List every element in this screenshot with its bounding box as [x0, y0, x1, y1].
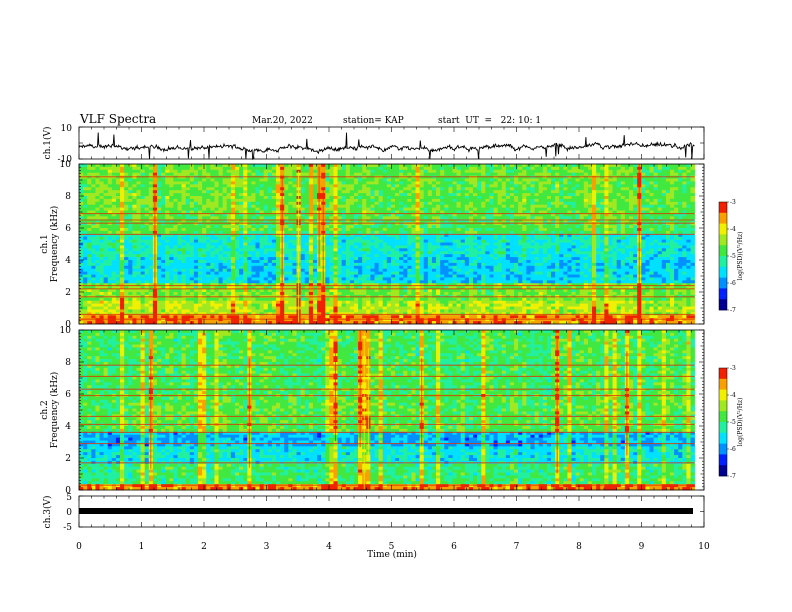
- ch1-ytick-bottom: -10: [58, 155, 73, 165]
- time-tick-label: 10: [698, 542, 710, 552]
- ch1-spec-ylabel-line1: ch.1: [40, 234, 50, 253]
- ch2-spectrogram-panel: 0 2 4 6 8 10 ch.2 Frequency (kHz) -3 -4 -5 -6 -7 l…: [40, 326, 744, 496]
- ch1-spectrogram-image: [79, 164, 695, 325]
- time-axis-label: Time (min): [367, 549, 417, 560]
- ch1-waveform-panel: 10 -10 ch.1(V): [42, 124, 705, 165]
- freq-tick-label: 4: [65, 422, 71, 432]
- ch3-ytick-minus5: -5: [63, 523, 72, 533]
- time-tick-label: 1: [139, 542, 145, 552]
- time-tick-label: 8: [576, 542, 582, 552]
- freq-tick-label: 10: [60, 326, 72, 336]
- colorbar-tick-label: -5: [730, 253, 736, 260]
- time-tick-label: 3: [264, 542, 270, 552]
- colorbar-tick-label: -7: [730, 307, 736, 314]
- ch3-ylabel: ch.3(V): [42, 496, 53, 529]
- ch1-waveform-line: [78, 132, 695, 161]
- ch1-spec-ylabel-line2: Frequency (kHz): [49, 206, 60, 283]
- ch3-waveform-panel: 5 0 -5 ch.3(V) 0 1 2 3 4 5 6 7 8 9 10 Time (min): [42, 493, 710, 560]
- ch1-ytick-top: 10: [61, 124, 73, 134]
- time-tick-label: 0: [76, 542, 82, 552]
- freq-tick-label: 2: [65, 454, 71, 464]
- ch1-ylabel: ch.1(V): [42, 127, 53, 160]
- freq-tick-label: 0: [65, 320, 71, 330]
- ch2-spectrogram-image: [79, 330, 695, 491]
- freq-tick-label: 4: [65, 256, 71, 266]
- colorbar-label: log(PSD)(V²/Hz): [737, 232, 744, 281]
- freq-tick-label: 6: [65, 224, 71, 234]
- time-tick-label: 9: [639, 542, 645, 552]
- time-tick-label: 7: [514, 542, 520, 552]
- freq-tick-label: 2: [65, 288, 71, 298]
- colorbar-tick-label: -3: [730, 199, 736, 206]
- colorbar-tick-label: -4: [730, 226, 736, 233]
- colorbar-tick-label: -7: [730, 473, 736, 480]
- freq-tick-label: 8: [65, 358, 71, 368]
- ch3-ytick-0: 0: [66, 508, 72, 518]
- time-tick-label: 2: [201, 542, 207, 552]
- time-tick-label: 6: [451, 542, 457, 552]
- figure-title: VLF Spectra: [79, 112, 156, 126]
- time-tick-label: 5: [389, 542, 395, 552]
- ch2-colorbar: -3 -4 -5 -6 -7 log(PSD)(V²/Hz): [718, 365, 744, 480]
- freq-tick-label: 0: [65, 486, 71, 496]
- ch2-spec-ylabel-line1: ch.2: [40, 400, 50, 419]
- header-start-ut: start UT = 22: 10: 1: [438, 116, 541, 126]
- header-date: Mar.20, 2022: [252, 116, 313, 126]
- colorbar-tick-label: -4: [730, 392, 736, 399]
- freq-tick-label: 8: [65, 192, 71, 202]
- freq-tick-label: 10: [60, 160, 72, 170]
- time-tick-label: 4: [326, 542, 332, 552]
- colorbar-label: log(PSD)(V²/Hz): [737, 398, 744, 447]
- ch2-spec-ylabel-line2: Frequency (kHz): [49, 372, 60, 449]
- colorbar-tick-label: -6: [730, 446, 736, 453]
- ch3-signal-band: [79, 508, 693, 514]
- header-station: station= KAP: [343, 116, 404, 126]
- colorbar-tick-label: -3: [730, 365, 736, 372]
- ch3-ytick-5: 5: [66, 493, 72, 503]
- ch1-colorbar: -3 -4 -5 -6 -7 log(PSD)(V²/Hz): [718, 199, 744, 314]
- freq-tick-label: 6: [65, 390, 71, 400]
- ch1-spectrogram-panel: 0 2 4 6 8 10 ch.1 Frequency (kHz) -3 -4 -5 -6 -7 l…: [40, 160, 744, 330]
- colorbar-tick-label: -5: [730, 419, 736, 426]
- colorbar-tick-label: -6: [730, 280, 736, 287]
